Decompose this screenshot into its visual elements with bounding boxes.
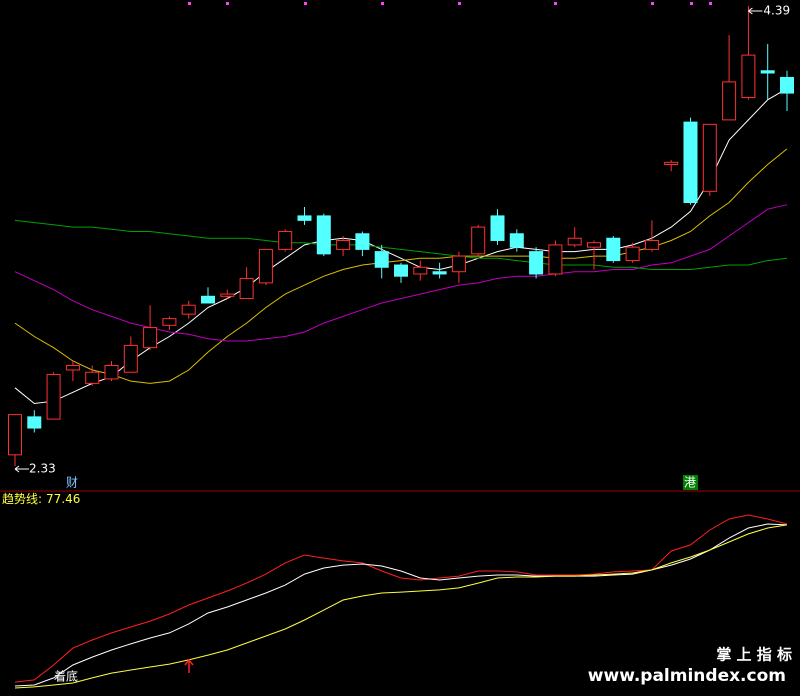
candle-body [625, 246, 640, 262]
dot [188, 2, 191, 5]
candle-body [780, 76, 794, 94]
candle-body [606, 237, 621, 262]
candle-body [413, 266, 428, 275]
candle-body [490, 215, 505, 241]
candle-body [336, 239, 351, 250]
candle-body [355, 233, 370, 250]
moving-average [14, 204, 788, 342]
indicator-annotation: 着底 [54, 669, 78, 684]
moving-average [14, 219, 788, 270]
indicator-value: 77.46 [46, 492, 80, 506]
dot [651, 2, 654, 5]
candle-body [162, 318, 177, 326]
dot [381, 2, 384, 5]
indicator-line [14, 523, 788, 687]
candle-body [432, 271, 447, 275]
signal-arrow [184, 658, 194, 673]
indicator-line [14, 514, 788, 683]
moving-average [14, 88, 788, 405]
candle-body [239, 277, 254, 300]
candle-body [529, 251, 544, 275]
candle-body [46, 373, 61, 420]
candle-body [201, 295, 215, 304]
candle-body [722, 81, 737, 121]
dot [709, 2, 712, 5]
watermark-url: www.palmindex.com [588, 666, 786, 686]
candle-body [316, 215, 331, 255]
candle-body [471, 226, 486, 255]
top-dots [188, 2, 712, 5]
candle-body [8, 414, 22, 456]
candle-body [123, 344, 138, 373]
candle-body [65, 365, 80, 371]
candle-body [394, 264, 408, 277]
candle-body [587, 242, 601, 248]
candle-body [104, 365, 119, 380]
indicator-line [14, 524, 788, 689]
dot [458, 2, 461, 5]
candle-body [683, 121, 698, 204]
high-label: 4.39 [763, 4, 790, 18]
candle-body [181, 304, 196, 315]
dot [554, 2, 557, 5]
watermark-title: 掌 上 指 标 [716, 646, 792, 664]
candle-body [509, 233, 524, 248]
candle-body [451, 255, 466, 273]
candle-body [85, 371, 100, 384]
indicator-name: 趋势线: [2, 492, 42, 506]
candle-body [702, 123, 717, 192]
low-arrow [14, 465, 29, 473]
indicator-title: 趋势线: 77.46 [2, 492, 80, 506]
candle-body [760, 70, 775, 74]
dot [690, 2, 693, 5]
candle-body [258, 248, 273, 284]
candle-body [548, 244, 563, 275]
candle-body [741, 54, 756, 99]
marker-label: 财 [66, 476, 78, 490]
marker-label: 港 [684, 476, 696, 490]
low-label: 2.33 [29, 462, 56, 476]
candle-body [278, 231, 293, 250]
high-arrow [748, 7, 763, 15]
candle-body [567, 237, 582, 246]
candle-body [644, 239, 659, 250]
candle-body [27, 416, 42, 429]
candle-body [297, 215, 312, 221]
candle-body [220, 293, 235, 297]
dot [304, 2, 307, 5]
candle-body [664, 161, 679, 166]
candle-body [374, 251, 389, 268]
candle-body [143, 327, 158, 349]
dot [226, 2, 229, 5]
marker-box [683, 475, 698, 490]
